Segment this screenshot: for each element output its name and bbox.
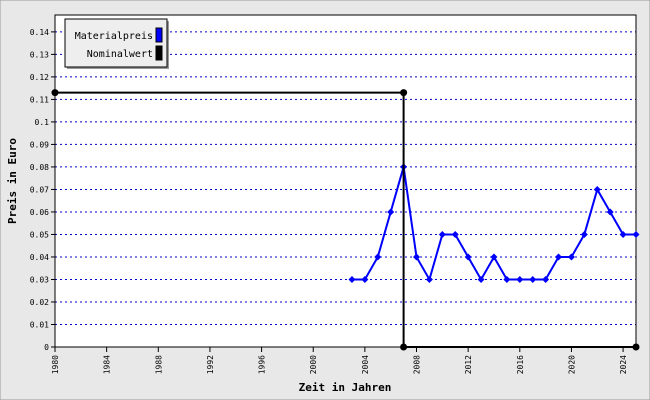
x-tick-label: 1992 xyxy=(206,355,215,374)
marker xyxy=(348,275,356,283)
x-tick-label: 2008 xyxy=(413,355,422,374)
y-tick-label: 0.11 xyxy=(30,95,49,104)
y-tick-label: 0.07 xyxy=(30,185,49,194)
marker xyxy=(567,253,575,261)
y-tick-label: 0.03 xyxy=(30,275,49,284)
y-tick-label: 0.02 xyxy=(30,298,49,307)
legend-label: Materialpreis xyxy=(75,31,153,42)
x-tick-label: 2024 xyxy=(619,355,628,374)
plot-area xyxy=(55,15,636,347)
marker xyxy=(425,275,433,283)
marker xyxy=(438,230,446,238)
marker xyxy=(516,275,524,283)
y-tick-label: 0.01 xyxy=(30,320,49,329)
y-tick-label: 0.14 xyxy=(30,28,49,37)
y-tick-label: 0.12 xyxy=(30,73,49,82)
x-tick-label: 2016 xyxy=(516,355,525,374)
y-tick-label: 0.13 xyxy=(30,50,49,59)
y-tick-label: 0.05 xyxy=(30,230,49,239)
marker xyxy=(464,253,472,261)
marker xyxy=(619,230,627,238)
marker xyxy=(503,275,511,283)
marker xyxy=(400,343,408,351)
x-tick-label: 2012 xyxy=(464,355,473,374)
marker xyxy=(400,89,408,97)
y-axis-label: Preis in Euro xyxy=(6,138,19,224)
marker xyxy=(451,230,459,238)
marker xyxy=(477,275,485,283)
y-tick-label: 0.1 xyxy=(35,118,50,127)
y-tick-label: 0 xyxy=(44,343,49,352)
series-line xyxy=(55,91,636,348)
x-tick-label: 2004 xyxy=(361,355,370,374)
x-tick-label: 1996 xyxy=(258,355,267,374)
legend-swatch xyxy=(155,45,163,61)
legend-swatch xyxy=(155,27,163,43)
x-tick-label: 2000 xyxy=(309,355,318,374)
x-tick-label: 1988 xyxy=(154,355,163,374)
y-tick-label: 0.09 xyxy=(30,140,49,149)
y-tick-label: 0.08 xyxy=(30,163,49,172)
marker xyxy=(374,253,382,261)
legend xyxy=(64,18,168,68)
x-tick-label: 2020 xyxy=(567,355,576,374)
marker xyxy=(529,275,537,283)
marker xyxy=(580,230,588,238)
marker xyxy=(361,275,369,283)
marker xyxy=(632,343,640,351)
marker xyxy=(632,230,640,238)
plot-border xyxy=(54,14,637,348)
marker xyxy=(51,89,59,97)
marker xyxy=(542,275,550,283)
marker xyxy=(555,253,563,261)
legend-label: Nominalwert xyxy=(87,49,153,60)
x-tick-label: 1984 xyxy=(103,355,112,374)
x-axis-label: Zeit in Jahren xyxy=(299,381,392,394)
marker xyxy=(593,185,601,193)
y-tick-label: 0.06 xyxy=(30,208,49,217)
marker xyxy=(387,208,395,216)
marker xyxy=(413,253,421,261)
marker xyxy=(490,253,498,261)
marker xyxy=(606,208,614,216)
x-tick-label: 1980 xyxy=(51,355,60,374)
y-tick-label: 0.04 xyxy=(30,253,49,262)
